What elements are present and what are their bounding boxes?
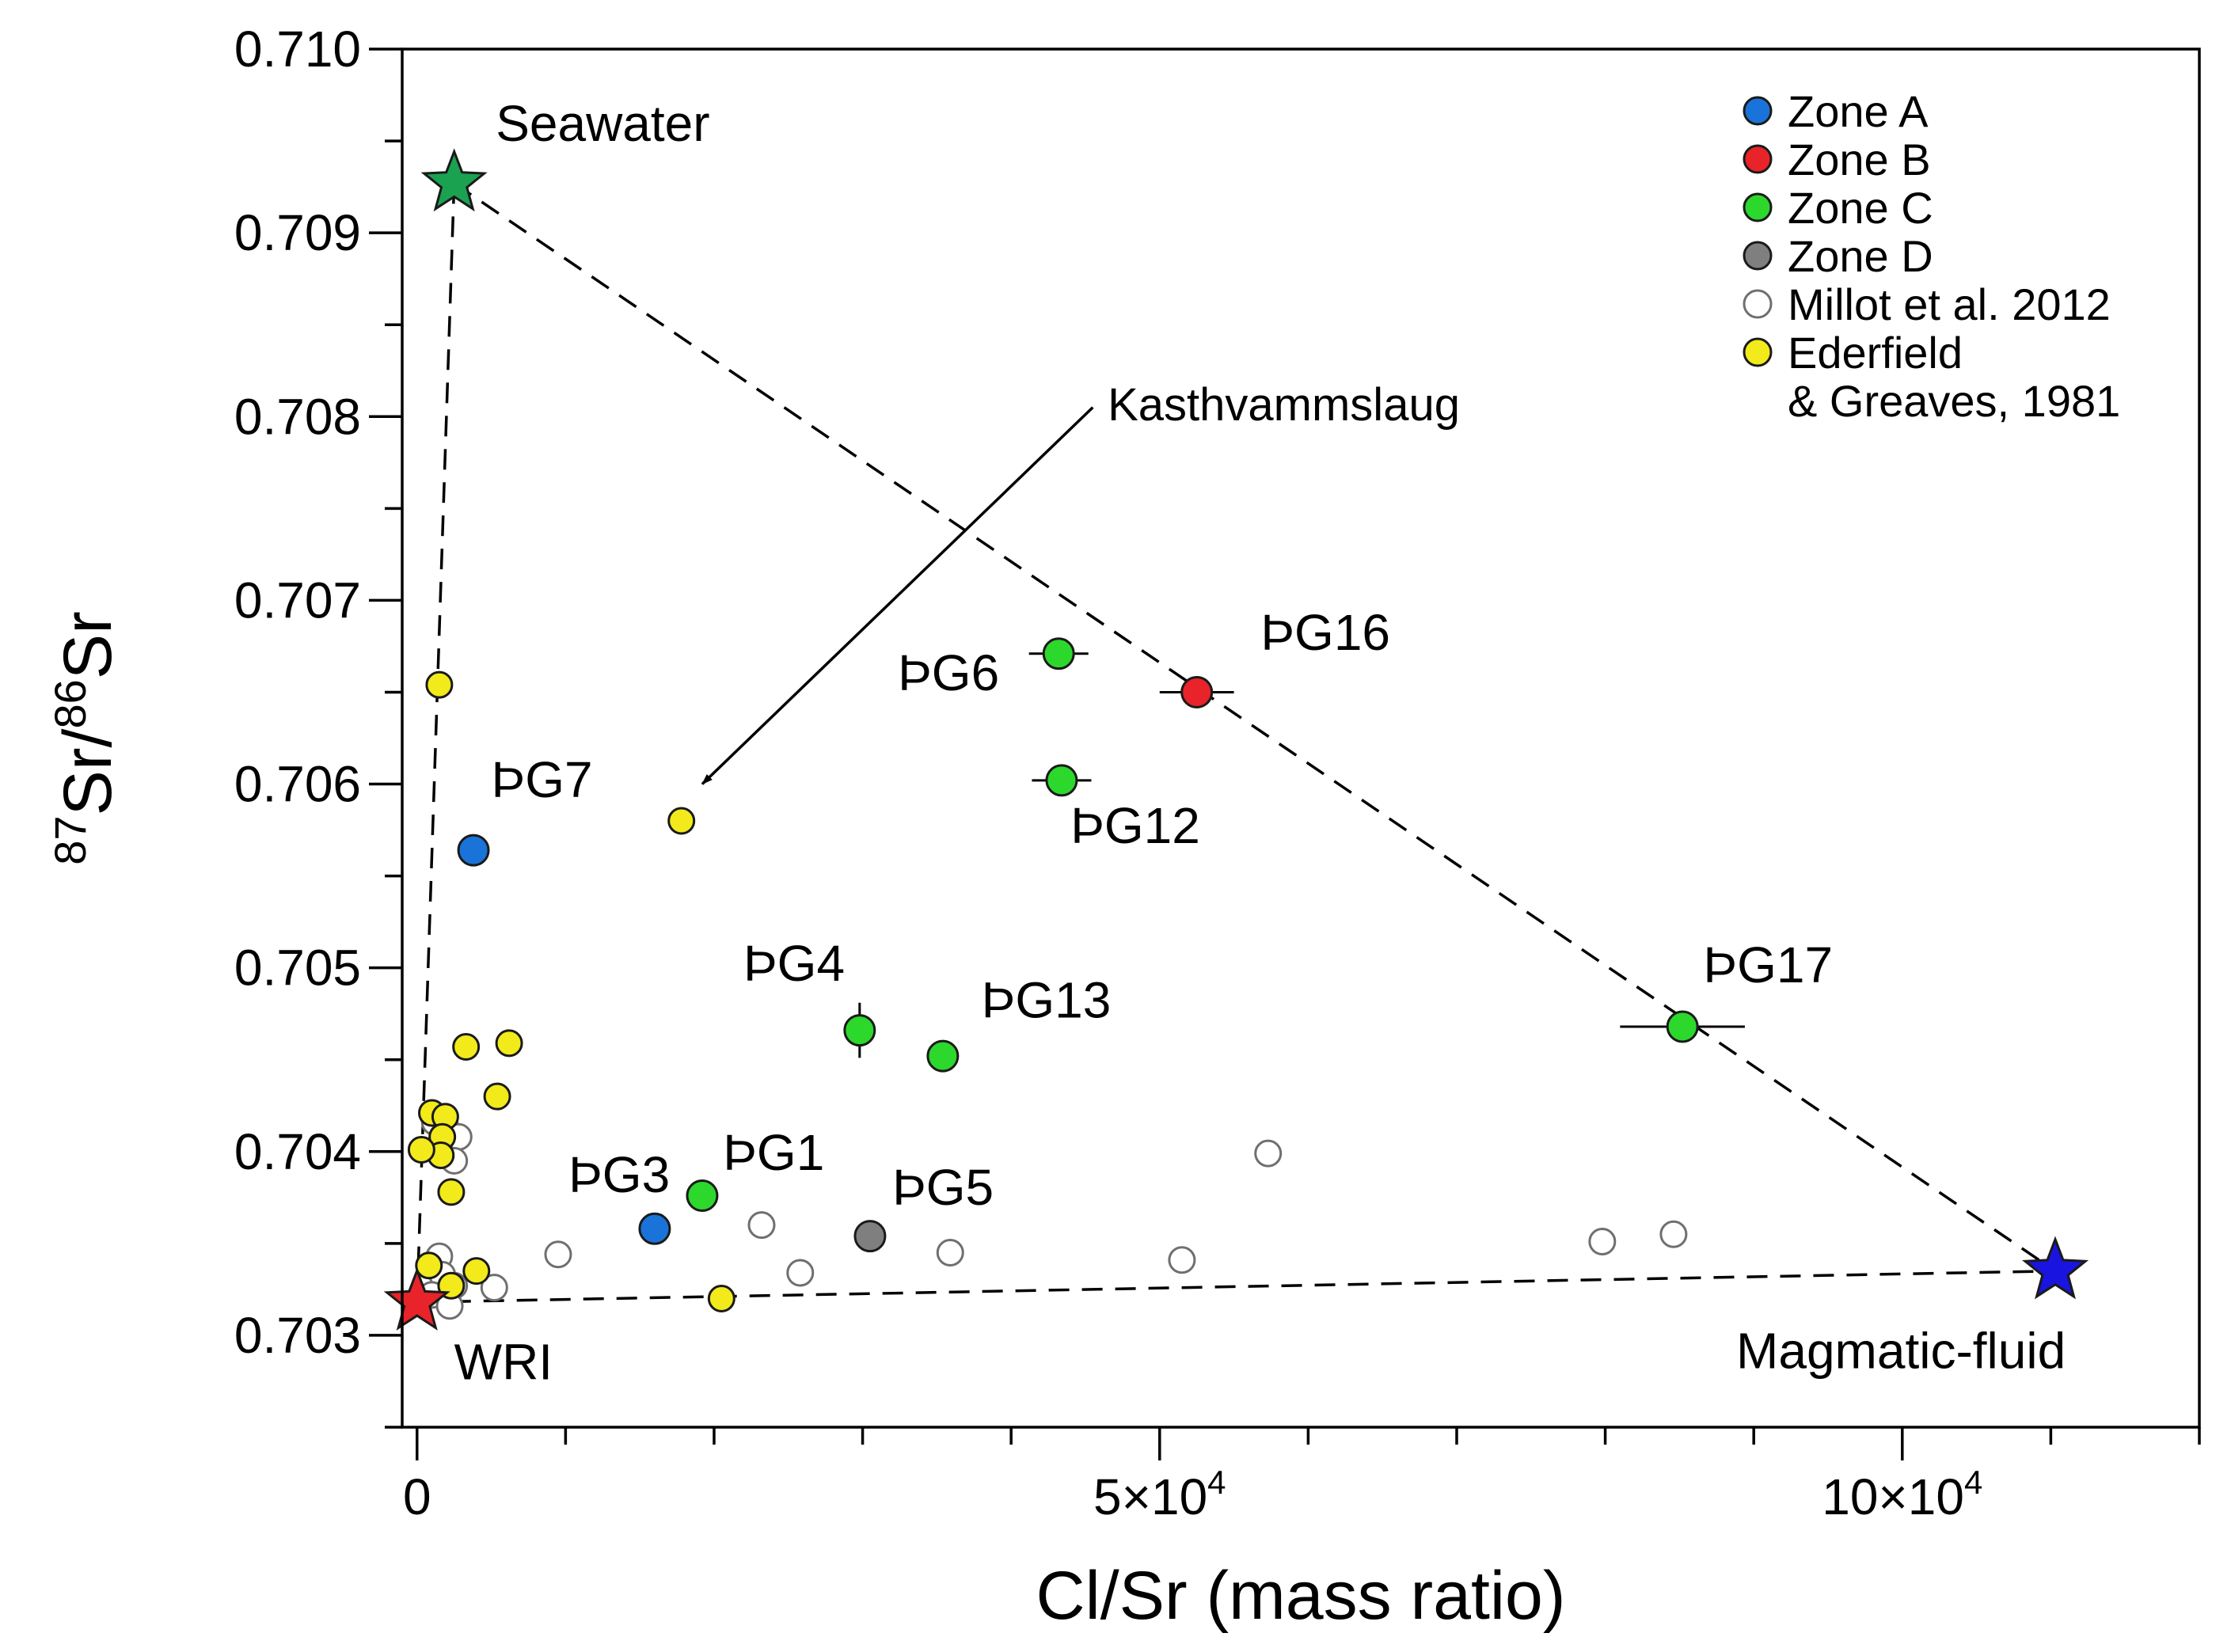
mixing-line-2 bbox=[453, 182, 2057, 1273]
label-g12: ÞG12 bbox=[1070, 797, 1200, 854]
legend-marker-ederfield bbox=[1743, 337, 1773, 367]
x-tick-mantissa: 5×10 bbox=[1093, 1468, 1207, 1525]
label-g5: ÞG5 bbox=[892, 1159, 994, 1216]
legend-marker-millot-et-al-2012 bbox=[1743, 289, 1773, 319]
point-zone-c-g12 bbox=[1045, 764, 1078, 797]
label-g3: ÞG3 bbox=[568, 1146, 670, 1203]
x-tick-mantissa: 0 bbox=[403, 1468, 431, 1525]
point-zone-d-g5 bbox=[853, 1220, 887, 1253]
point-millot-et-al-2012-16 bbox=[1168, 1246, 1196, 1274]
point-ederfield-greaves-1981-12 bbox=[415, 1251, 443, 1280]
legend-marker-zone-a bbox=[1743, 96, 1773, 126]
y-tick-label: 0.709 bbox=[234, 204, 361, 261]
label-g17: ÞG17 bbox=[1703, 936, 1833, 993]
x-tick-exponent: 4 bbox=[1207, 1464, 1226, 1501]
mixing-line-3 bbox=[416, 1269, 2056, 1304]
point-zone-c-g13 bbox=[926, 1039, 960, 1073]
y-tick-label: 0.705 bbox=[234, 940, 361, 997]
legend-label-zone-a: Zone A bbox=[1788, 86, 1929, 136]
label-g13: ÞG13 bbox=[982, 971, 1112, 1028]
point-labels: ÞG7 ÞG3 ÞG16 ÞG6 ÞG12 ÞG4 ÞG13 ÞG1 ÞG17 ÞG5 Seawat… bbox=[454, 95, 2066, 1391]
star-wri bbox=[383, 1267, 450, 1331]
point-zone-c-g17 bbox=[1666, 1010, 1699, 1043]
plot-frame bbox=[401, 47, 2201, 1429]
point-zone-a-g7 bbox=[457, 834, 490, 867]
kasthvammslaug-label: Kasthvammslaug bbox=[1108, 379, 1460, 431]
star-seawater bbox=[420, 148, 488, 212]
label-g16: ÞG16 bbox=[1260, 604, 1390, 661]
x-tick-label: 10×104 bbox=[1822, 1464, 1982, 1525]
legend-label-zone-b: Zone B bbox=[1788, 135, 1931, 184]
label-g6: ÞG6 bbox=[898, 644, 999, 701]
y-tick-label: 0.707 bbox=[234, 572, 361, 629]
point-ederfield-greaves-1981-5 bbox=[483, 1082, 511, 1111]
axes: 0.703 0.704 0.705 0.706 0.707 0.708 0.709 0.710… bbox=[45, 21, 2201, 1634]
point-ederfield-greaves-1981-4 bbox=[495, 1029, 523, 1058]
x-tick-mantissa: 10×10 bbox=[1822, 1468, 1964, 1525]
y-tick-label: 0.704 bbox=[234, 1123, 361, 1180]
kasthvammslaug-arrow bbox=[701, 406, 1094, 785]
legend-marker-zone-d bbox=[1743, 241, 1773, 271]
point-zone-c-g4 bbox=[843, 1014, 876, 1047]
end-member-label-magmatic-fluid: Magmatic-fluid bbox=[1736, 1323, 2066, 1380]
y-axis-title: 87Sr/86Sr bbox=[45, 611, 126, 865]
y-title-base2: Sr bbox=[50, 611, 126, 679]
point-millot-et-al-2012-18 bbox=[1588, 1228, 1617, 1256]
annotation-group: Kasthvammslaug bbox=[701, 379, 1460, 785]
y-tick-label: 0.710 bbox=[234, 21, 361, 78]
legend-label-zone-c: Zone C bbox=[1788, 183, 1933, 233]
point-ederfield-greaves-1981-15 bbox=[707, 1285, 735, 1313]
point-millot-et-al-2012-15 bbox=[936, 1238, 964, 1267]
point-ederfield-greaves-1981-11 bbox=[437, 1178, 466, 1206]
star-magmatic-fluid bbox=[2021, 1236, 2089, 1300]
point-zone-a-g3 bbox=[638, 1212, 671, 1245]
y-tick-label: 0.708 bbox=[234, 388, 361, 445]
point-zone-c-g6 bbox=[1042, 637, 1075, 670]
point-ederfield-greaves-1981-1 bbox=[425, 670, 454, 699]
point-millot-et-al-2012-13 bbox=[747, 1211, 776, 1240]
end-member-label-wri: WRI bbox=[454, 1334, 553, 1391]
label-g7: ÞG7 bbox=[492, 751, 593, 808]
point-millot-et-al-2012-12 bbox=[544, 1240, 572, 1269]
point-zone-c-g1 bbox=[686, 1179, 719, 1213]
point-ederfield-greaves-1981-2 bbox=[667, 807, 696, 835]
point-ederfield-greaves-1981-3 bbox=[452, 1032, 481, 1061]
legend-marker-zone-b bbox=[1743, 144, 1773, 174]
point-millot-et-al-2012-17 bbox=[1254, 1139, 1283, 1168]
x-axis-title: Cl/Sr (mass ratio) bbox=[1036, 1558, 1566, 1634]
y-title-sup2: 86 bbox=[45, 679, 95, 728]
point-ederfield-greaves-1981-13 bbox=[462, 1257, 491, 1286]
point-millot-et-al-2012-14 bbox=[786, 1259, 815, 1287]
y-tick-label: 0.706 bbox=[234, 756, 361, 813]
point-millot-et-al-2012-19 bbox=[1659, 1220, 1688, 1248]
data-points bbox=[383, 148, 2089, 1331]
legend-label-ederfield: Ederfield bbox=[1788, 328, 1963, 378]
y-title-base1: Sr/ bbox=[50, 728, 126, 815]
legend-marker-zone-c bbox=[1743, 192, 1773, 222]
point-zone-b-g16 bbox=[1180, 675, 1214, 708]
legend-label-millot-et-al-2012: Millot et al. 2012 bbox=[1788, 279, 2111, 329]
point-millot-et-al-2012-11 bbox=[480, 1274, 508, 1302]
end-member-label-seawater: Seawater bbox=[496, 95, 709, 152]
label-g1: ÞG1 bbox=[723, 1124, 824, 1181]
x-tick-exponent: 4 bbox=[1964, 1464, 1982, 1501]
legend-label-zone-d: Zone D bbox=[1788, 231, 1933, 281]
y-title-sup1: 87 bbox=[45, 815, 95, 864]
x-tick-label: 5×104 bbox=[1093, 1464, 1226, 1525]
y-tick-label: 0.703 bbox=[234, 1307, 361, 1364]
point-ederfield-greaves-1981-10 bbox=[407, 1135, 435, 1164]
label-g4: ÞG4 bbox=[743, 935, 845, 992]
legend-label-line2: & Greaves, 1981 bbox=[1788, 376, 2120, 426]
x-tick-label: 0 bbox=[403, 1468, 431, 1525]
